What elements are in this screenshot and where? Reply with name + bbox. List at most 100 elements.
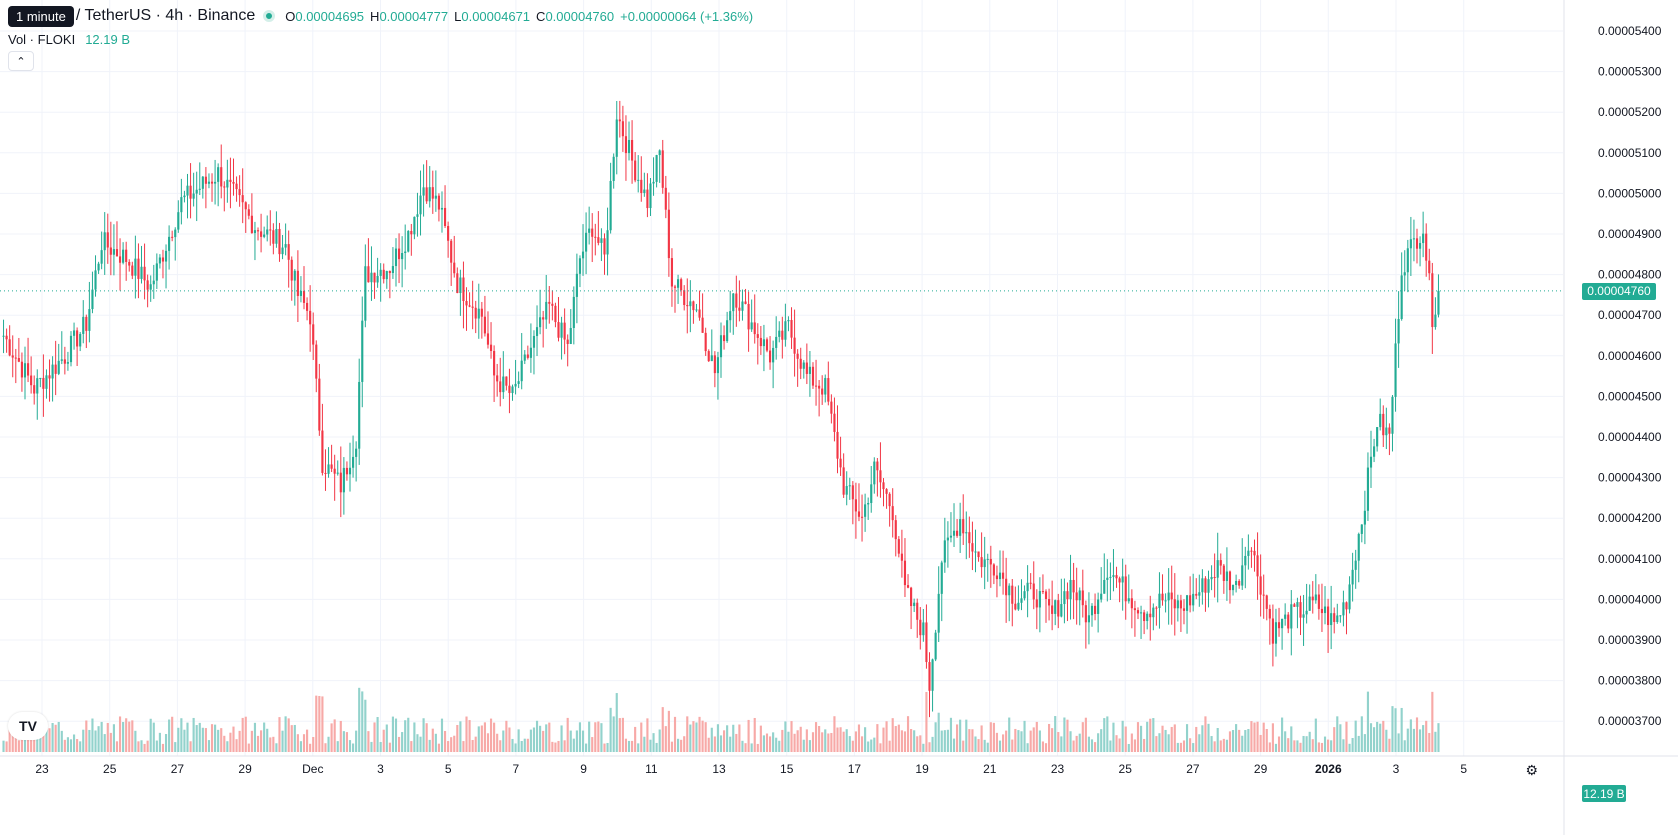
candle-body	[572, 296, 575, 328]
candle-body	[376, 275, 379, 283]
candle-body	[897, 539, 900, 554]
volume-bar	[1302, 735, 1305, 752]
candle-body	[1155, 607, 1158, 609]
volume-bar	[39, 735, 42, 752]
volume-bar	[302, 734, 306, 752]
volume-bar	[986, 742, 989, 752]
volume-bar	[1047, 723, 1051, 752]
candle-body	[508, 385, 511, 394]
y-tick-label: 0.00005200	[1598, 105, 1662, 119]
candle-body	[931, 659, 934, 691]
candle-body	[959, 519, 962, 536]
candle-body	[355, 448, 358, 457]
volume-bar	[422, 718, 425, 752]
candle-body	[827, 378, 830, 402]
volume-bar	[1063, 717, 1066, 752]
volume-bar	[284, 716, 287, 752]
candle-body	[161, 257, 165, 262]
volume-bar	[1060, 736, 1063, 752]
volume-bar	[146, 740, 149, 752]
candle-body	[1323, 606, 1327, 614]
candle-body	[621, 121, 624, 137]
candle-body	[11, 355, 14, 358]
volume-bar	[680, 739, 683, 752]
volume-bar	[744, 743, 747, 752]
collapse-legend-button[interactable]: ⌃	[8, 51, 34, 71]
candle-body	[1075, 592, 1078, 601]
candle-body	[373, 272, 376, 283]
volume-bar	[51, 722, 54, 752]
volume-bar	[864, 727, 867, 752]
volume-bar	[854, 731, 857, 752]
candle-body	[1311, 596, 1314, 601]
volume-bar	[1124, 726, 1127, 752]
volume-bar	[759, 725, 762, 752]
candle-body	[790, 320, 793, 338]
volume-bar	[989, 722, 992, 752]
volume-bar	[379, 742, 382, 752]
candle-body	[514, 383, 517, 387]
candle-body	[575, 273, 578, 297]
volume-bar	[882, 727, 885, 752]
volume-bar	[382, 729, 385, 752]
candle-body	[775, 336, 778, 348]
volume-bar	[69, 739, 73, 752]
gear-icon[interactable]: ⚙	[1525, 762, 1538, 778]
volume-bar	[207, 740, 211, 752]
volume-bar	[1090, 739, 1094, 752]
candle-body	[122, 249, 125, 263]
volume-bar	[318, 695, 321, 752]
candle-body	[1369, 456, 1373, 468]
volume-bar	[232, 726, 235, 752]
volume-bar	[2, 740, 5, 752]
candle-body	[1314, 594, 1317, 601]
volume-bar	[664, 726, 667, 752]
candle-body	[980, 557, 983, 568]
candle-body	[1293, 604, 1296, 607]
volume-bar	[1158, 733, 1161, 752]
volume-bar	[670, 741, 674, 752]
volume-bar	[161, 743, 165, 752]
volume-bar	[569, 730, 572, 752]
candle-body	[210, 181, 214, 184]
volume-bar	[621, 717, 624, 752]
volume-bar	[180, 718, 183, 752]
volume-bar	[1382, 720, 1385, 752]
volume-bar	[1308, 731, 1311, 752]
volume-bar	[103, 734, 106, 752]
volume-bar	[716, 724, 720, 752]
candle-body	[603, 238, 606, 255]
candle-body	[588, 228, 591, 233]
y-tick-label: 0.00004000	[1598, 592, 1662, 606]
candle-body	[523, 354, 526, 361]
tradingview-logo[interactable]: TV	[8, 712, 48, 740]
candle-body	[888, 493, 891, 507]
volume-bar	[220, 728, 223, 752]
candle-body	[192, 193, 195, 199]
candle-body	[1256, 555, 1259, 577]
volume-bar	[376, 717, 379, 752]
candle-body	[263, 234, 266, 237]
volume-bar	[217, 729, 220, 752]
candle-body	[453, 262, 456, 274]
volume-bar	[818, 725, 821, 752]
volume-bar	[729, 736, 732, 752]
candle-body	[1277, 622, 1281, 629]
volume-bar	[833, 716, 836, 752]
candle-body	[913, 602, 916, 607]
volume-bar	[695, 722, 698, 752]
volume-bar	[1106, 716, 1109, 752]
candle-body	[1112, 575, 1115, 577]
candle-body	[91, 289, 94, 310]
candle-body	[793, 337, 796, 354]
x-tick-label: 21	[983, 762, 997, 776]
volume-bar	[1397, 733, 1400, 752]
symbol-title[interactable]: / TetherUS · 4h · Binance	[75, 7, 256, 24]
candle-body	[1284, 614, 1287, 619]
candle-body	[548, 301, 551, 304]
volume-bar	[514, 743, 517, 752]
volume-bar	[158, 732, 161, 752]
volume-bar	[956, 724, 959, 752]
